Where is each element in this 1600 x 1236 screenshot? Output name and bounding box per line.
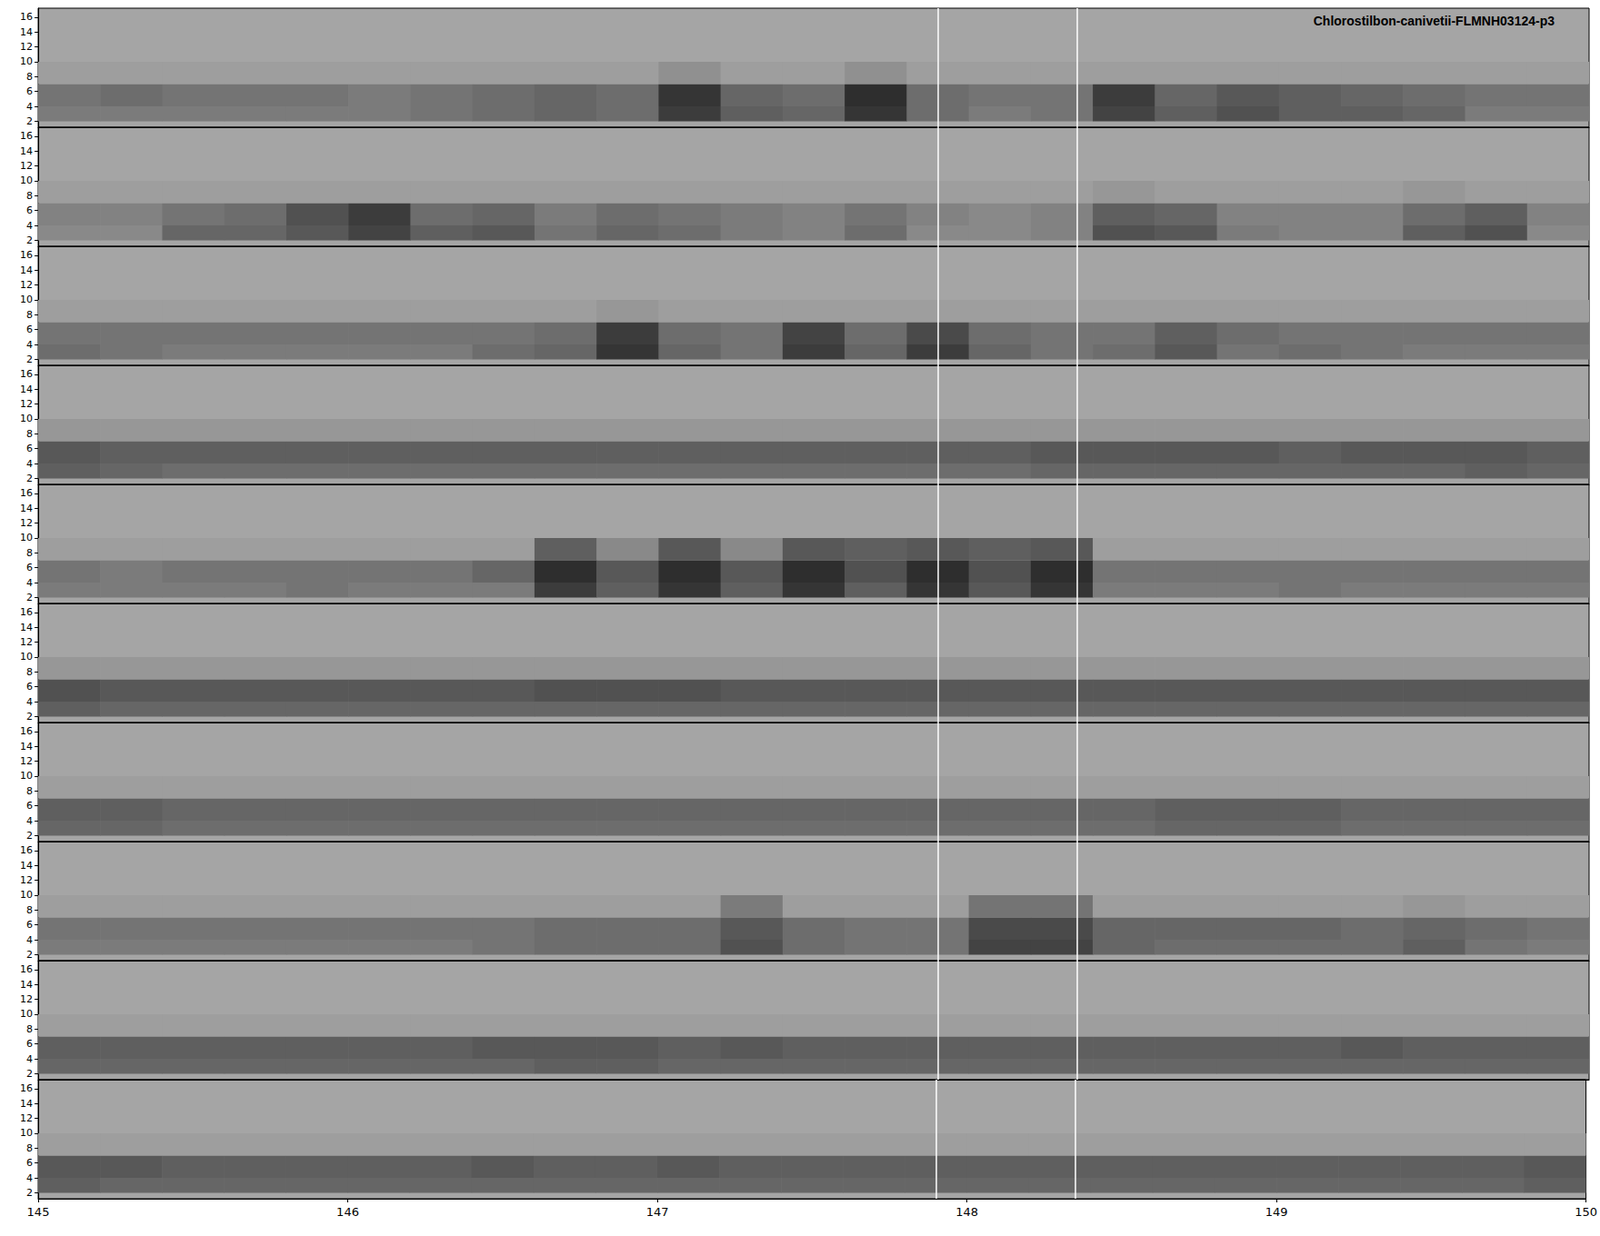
svg-text:4: 4 [26,100,33,113]
svg-text:6: 6 [26,323,33,336]
svg-text:10: 10 [20,293,33,306]
svg-text:16: 16 [20,249,33,261]
svg-text:4: 4 [26,696,33,709]
svg-text:8: 8 [26,666,33,679]
svg-text:6: 6 [26,1038,33,1050]
svg-text:8: 8 [26,1142,33,1155]
svg-text:8: 8 [26,785,33,798]
svg-text:4: 4 [26,1172,33,1185]
svg-text:16: 16 [20,130,33,142]
svg-text:12: 12 [20,993,33,1006]
svg-text:12: 12 [20,160,33,172]
svg-text:8: 8 [26,547,33,560]
svg-text:8: 8 [26,904,33,917]
svg-text:2: 2 [26,115,33,128]
svg-text:Chlorostilbon-canivetii-FLMNH0: Chlorostilbon-canivetii-FLMNH03124-p3 [1313,13,1555,29]
svg-text:10: 10 [20,1008,33,1020]
svg-text:6: 6 [26,1157,33,1170]
svg-text:14: 14 [20,502,33,515]
svg-text:6: 6 [26,919,33,931]
svg-text:14: 14 [20,26,33,39]
svg-text:6: 6 [26,85,33,98]
svg-text:2: 2 [26,949,33,961]
svg-text:4: 4 [26,577,33,590]
svg-text:16: 16 [20,368,33,380]
svg-text:4: 4 [26,339,33,351]
svg-text:4: 4 [26,934,33,947]
svg-text:8: 8 [26,428,33,440]
svg-text:2: 2 [26,234,33,247]
svg-text:149: 149 [1265,1205,1289,1220]
svg-text:4: 4 [26,220,33,232]
svg-text:12: 12 [20,755,33,768]
svg-text:145: 145 [27,1205,50,1220]
svg-text:6: 6 [26,204,33,217]
svg-text:14: 14 [20,1098,33,1110]
svg-text:12: 12 [20,1112,33,1125]
svg-text:150: 150 [1574,1205,1598,1220]
svg-text:146: 146 [336,1205,360,1220]
svg-text:16: 16 [20,844,33,857]
svg-text:10: 10 [20,412,33,425]
svg-text:6: 6 [26,800,33,812]
svg-text:14: 14 [20,383,33,396]
svg-text:14: 14 [20,621,33,634]
svg-text:16: 16 [20,963,33,976]
svg-text:10: 10 [20,1127,33,1140]
svg-text:6: 6 [26,561,33,574]
svg-text:2: 2 [26,353,33,366]
svg-text:12: 12 [20,517,33,530]
svg-text:4: 4 [26,458,33,470]
svg-text:8: 8 [26,190,33,202]
svg-text:16: 16 [20,487,33,500]
svg-text:2: 2 [26,1068,33,1080]
svg-text:10: 10 [20,889,33,901]
svg-text:10: 10 [20,55,33,68]
svg-text:2: 2 [26,830,33,842]
svg-text:6: 6 [26,442,33,455]
svg-text:16: 16 [20,10,33,23]
svg-text:16: 16 [20,725,33,738]
svg-text:14: 14 [20,145,33,158]
svg-text:10: 10 [20,770,33,782]
svg-text:16: 16 [20,1082,33,1095]
svg-text:2: 2 [26,591,33,604]
svg-text:2: 2 [26,710,33,723]
svg-text:147: 147 [646,1205,670,1220]
svg-text:12: 12 [20,874,33,887]
svg-text:14: 14 [20,264,33,277]
svg-text:4: 4 [26,1053,33,1066]
svg-text:8: 8 [26,1023,33,1036]
svg-text:12: 12 [20,279,33,291]
svg-text:10: 10 [20,174,33,187]
svg-text:4: 4 [26,815,33,828]
svg-text:10: 10 [20,650,33,663]
svg-text:12: 12 [20,40,33,53]
svg-text:16: 16 [20,606,33,619]
svg-text:12: 12 [20,398,33,410]
svg-text:148: 148 [955,1205,979,1220]
svg-text:2: 2 [26,1187,33,1200]
svg-text:8: 8 [26,309,33,321]
svg-text:14: 14 [20,979,33,991]
svg-text:2: 2 [26,472,33,485]
svg-text:6: 6 [26,680,33,693]
svg-text:14: 14 [20,860,33,872]
svg-text:8: 8 [26,70,33,83]
svg-text:14: 14 [20,740,33,753]
svg-text:10: 10 [20,531,33,544]
svg-text:12: 12 [20,636,33,649]
